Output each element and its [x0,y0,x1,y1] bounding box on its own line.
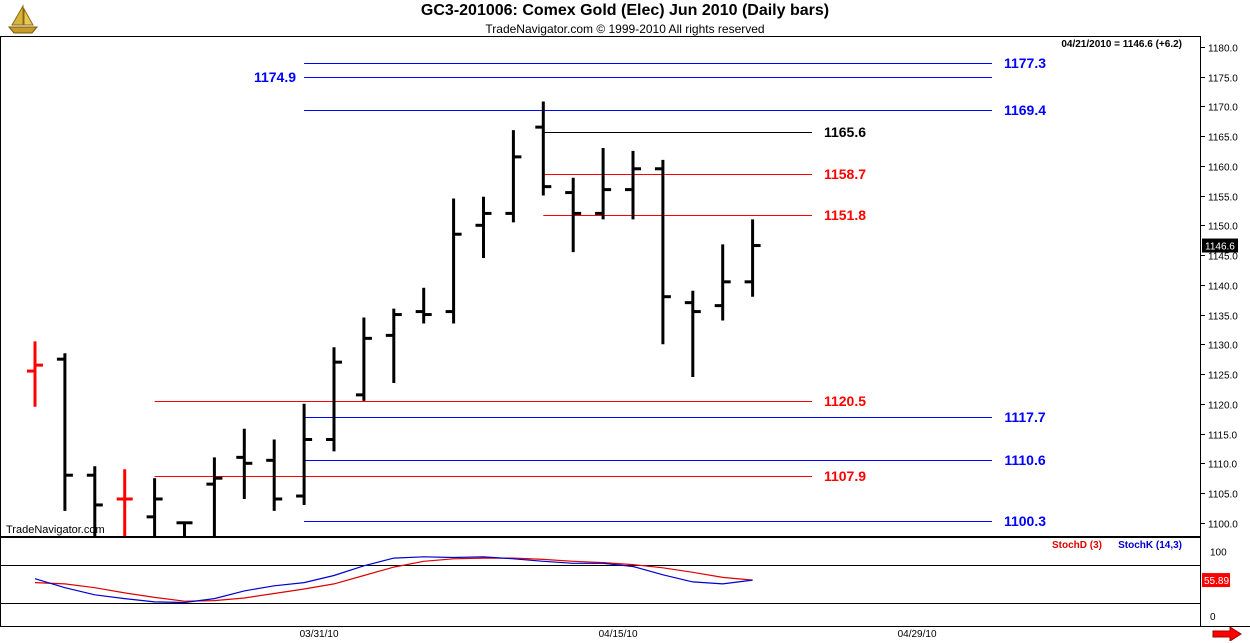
ohlc-bar [326,347,342,452]
right-arrow-icon[interactable] [1212,627,1242,641]
ohlc-bar [146,478,163,536]
ohlc-bar [176,521,193,536]
watermark: TradeNavigator.com [6,524,105,536]
y-tick-label: 1175.0 [1208,74,1238,85]
copyright-subtitle: TradeNavigator.com © 1999-2010 All right… [485,22,765,36]
stochastic-panel [0,537,1201,627]
x-tick-label: 03/31/10 [300,629,339,640]
level-label: 1174.9 [254,69,296,85]
level-label: 1158.7 [824,166,866,182]
ohlc-bar [415,287,432,324]
ohlc-bar [535,101,552,196]
y-tick-label: 1155.0 [1208,193,1238,204]
y-tick-label: 1145.0 [1208,252,1238,263]
ohlc-bar [236,428,253,499]
level-label: 1177.3 [1004,55,1046,71]
y-tick-label: 1170.0 [1208,103,1238,114]
y-tick-label: 1125.0 [1208,371,1238,382]
y-tick-label: 1140.0 [1208,282,1238,293]
last-price-label: 1146.6 [1205,242,1235,253]
y-tick-label: 1110.0 [1208,460,1238,471]
level-label: 1117.7 [1004,409,1045,425]
ohlc-bar [116,469,133,536]
level-label: 1120.5 [824,393,866,409]
ohlc-bar [744,219,761,297]
ohlc-bar [505,130,522,223]
ohlc-bar [266,439,283,511]
sailboat-icon [6,3,40,42]
ohlc-bar [355,317,372,401]
stoch-last-label: 55.89 [1204,576,1229,587]
stoch-last-box [1202,573,1230,588]
ohlc-bar [714,244,731,321]
y-tick-label: 1180.0 [1208,44,1238,55]
last-price-box [1202,238,1238,253]
level-label: 1100.3 [1004,513,1046,529]
ohlc-bar [296,403,313,505]
ohlc-bar [445,198,462,324]
x-tick-label: 04/29/10 [898,629,937,640]
ohlc-bar [625,150,641,220]
y-tick-label: 1165.0 [1208,133,1238,144]
chart-title: GC3-201006: Comex Gold (Elec) Jun 2010 (… [420,2,830,19]
stoch-y-tick-label: 100 [1210,548,1227,559]
legend-stochd: StochD (3) [1052,540,1102,551]
legend-stochk: StochK (14,3) [1118,540,1182,551]
ohlc-bar [595,147,612,220]
y-tick-label: 1135.0 [1208,312,1238,323]
level-label: 1107.9 [824,468,866,484]
ohlc-bar [654,159,671,345]
ohlc-bar [684,290,701,378]
level-label: 1151.8 [824,207,866,223]
ohlc-bar [56,353,73,511]
level-label: 1169.4 [1004,102,1046,118]
y-tick-label: 1150.0 [1208,222,1238,233]
ohlc-bar [86,466,103,536]
ohlc-bar [206,457,223,536]
level-label: 1165.6 [824,124,866,140]
stoch-y-tick-label: 0 [1210,612,1216,623]
ohlc-bar [565,177,582,253]
stochd-line [34,557,753,602]
ohlc-bar [27,341,43,407]
ohlc-bar [475,196,492,259]
ohlc-bar [385,308,402,383]
y-tick-label: 1115.0 [1208,431,1238,442]
y-tick-label: 1120.0 [1208,401,1238,412]
level-label: 1110.6 [1004,452,1045,468]
x-tick-label: 04/15/10 [599,629,638,640]
y-tick-label: 1130.0 [1208,341,1238,352]
y-tick-label: 1160.0 [1208,163,1238,174]
status-readout: 04/21/2010 = 1146.6 (+6.2) [1061,39,1182,50]
stochk-line [34,556,753,604]
y-tick-label: 1105.0 [1208,490,1238,501]
y-tick-label: 1100.0 [1208,520,1238,531]
